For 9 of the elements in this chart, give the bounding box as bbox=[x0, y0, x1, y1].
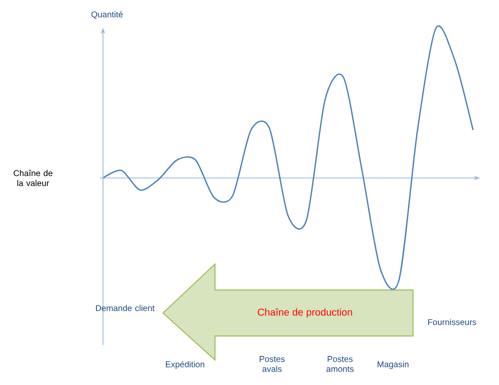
text: Fournisseurs bbox=[428, 318, 476, 326]
text: Postes avals bbox=[260, 356, 285, 372]
y-axis-title: Quantité bbox=[91, 11, 123, 19]
text: Chaîne de la valeur bbox=[14, 170, 52, 186]
text: Expédition bbox=[166, 361, 204, 369]
text: Postes amonts bbox=[326, 356, 354, 372]
text: Magasin bbox=[378, 361, 408, 369]
text: Chaîne de production bbox=[258, 308, 352, 318]
text: Demande client bbox=[96, 304, 155, 312]
